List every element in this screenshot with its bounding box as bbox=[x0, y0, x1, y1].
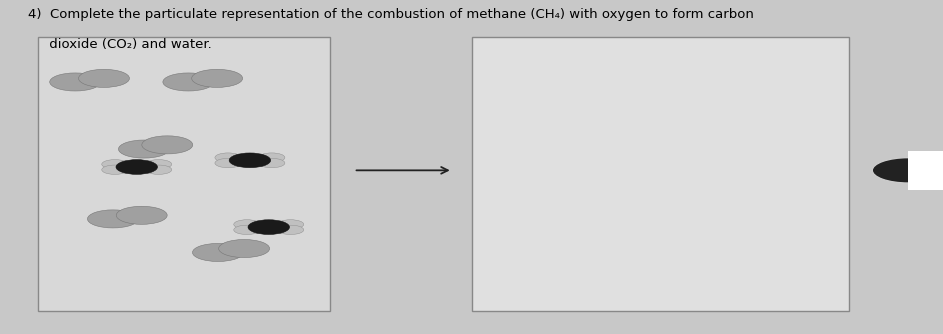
Circle shape bbox=[215, 158, 241, 168]
Circle shape bbox=[192, 243, 243, 262]
Circle shape bbox=[872, 158, 943, 183]
Circle shape bbox=[277, 220, 304, 229]
Circle shape bbox=[102, 160, 128, 169]
Circle shape bbox=[116, 160, 157, 174]
Circle shape bbox=[277, 225, 304, 234]
Circle shape bbox=[145, 160, 172, 169]
Circle shape bbox=[191, 69, 242, 88]
Circle shape bbox=[50, 73, 101, 91]
Text: 4)  Complete the particulate representation of the combustion of methane (CH₄) w: 4) Complete the particulate representati… bbox=[28, 8, 754, 21]
Circle shape bbox=[229, 153, 271, 168]
Circle shape bbox=[88, 210, 139, 228]
Bar bbox=[472, 37, 849, 311]
Circle shape bbox=[116, 206, 167, 224]
Circle shape bbox=[219, 239, 270, 258]
Bar bbox=[908, 151, 943, 190]
Circle shape bbox=[248, 220, 290, 234]
Circle shape bbox=[145, 165, 172, 174]
Circle shape bbox=[163, 73, 214, 91]
Circle shape bbox=[215, 153, 241, 162]
Circle shape bbox=[258, 153, 285, 162]
Circle shape bbox=[141, 136, 192, 154]
Circle shape bbox=[102, 165, 128, 174]
Circle shape bbox=[234, 225, 260, 234]
Circle shape bbox=[78, 69, 129, 88]
Text: dioxide (CO₂) and water.: dioxide (CO₂) and water. bbox=[28, 38, 212, 51]
Circle shape bbox=[119, 140, 170, 158]
Circle shape bbox=[234, 220, 260, 229]
Bar bbox=[38, 37, 330, 311]
Circle shape bbox=[258, 158, 285, 168]
